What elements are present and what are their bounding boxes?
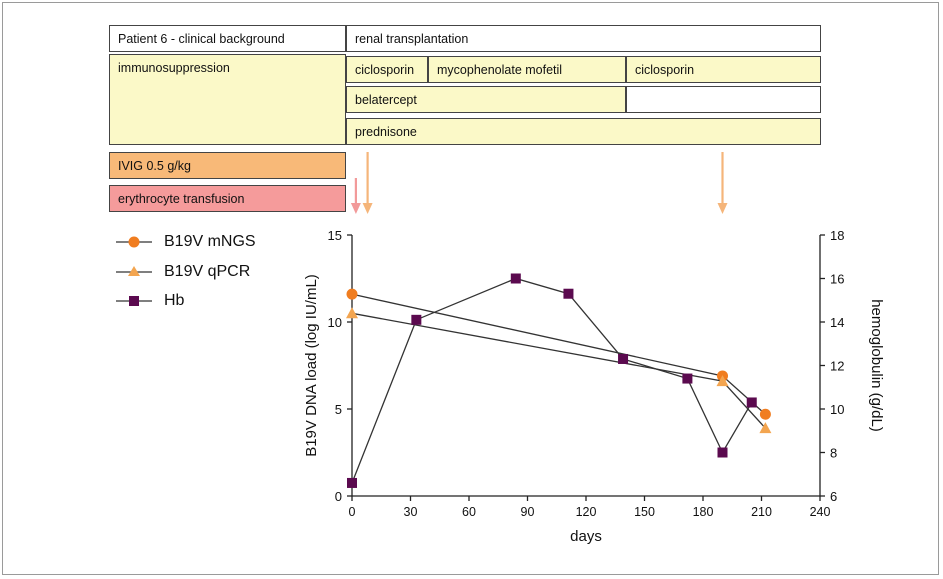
data-point-hb — [618, 353, 629, 364]
y-tick-label-right: 14 — [830, 315, 844, 330]
legend-label-hb: Hb — [164, 292, 185, 309]
x-tick-label: 120 — [576, 505, 597, 519]
y-tick-label-right: 18 — [830, 228, 844, 243]
data-point-hb — [717, 447, 728, 458]
x-tick-label: 210 — [751, 505, 772, 519]
data-point-b19v-mngs — [759, 408, 771, 420]
y-tick-label-right: 10 — [830, 402, 844, 417]
drug-ciclosporin-1: ciclosporin — [346, 56, 428, 83]
data-point-b19v-qpcr — [346, 307, 358, 319]
y-axis-left-title: B19V DNA load (log IU/mL) — [303, 274, 320, 457]
data-point-b19v-qpcr — [759, 422, 772, 434]
x-tick-label: 0 — [349, 505, 356, 519]
legend-marker-triangle-icon — [116, 266, 152, 276]
legend-item-qpcr: B19V qPCR — [114, 263, 250, 281]
y-tick-label-right: 8 — [830, 446, 837, 461]
x-tick-label: 180 — [693, 505, 714, 519]
transfusion-arrow-head — [350, 203, 361, 214]
legend-item-mngs: B19V mNGS — [114, 233, 256, 251]
legend-marker-square-icon — [116, 296, 152, 306]
drug-belatercept: belatercept — [346, 86, 626, 113]
x-tick-label: 240 — [810, 505, 831, 519]
data-point-hb — [510, 273, 521, 284]
table-header-value: renal transplantation — [346, 25, 821, 52]
y-tick-label-right: 16 — [830, 272, 844, 287]
series-line-b19v-mngs — [351, 293, 766, 415]
x-axis-title: days — [570, 528, 602, 545]
y-tick-label-right: 12 — [830, 359, 844, 374]
x-tick-label: 60 — [462, 505, 476, 519]
y-tick-label-left: 0 — [335, 489, 342, 504]
data-point-hb — [411, 314, 422, 325]
legend-label-qpcr: B19V qPCR — [164, 263, 251, 280]
y-axis-right-title: hemoglobulin (g/dL) — [868, 299, 885, 432]
x-tick-label: 30 — [404, 505, 418, 519]
y-tick-label-left: 5 — [335, 402, 342, 417]
drug-ciclosporin-2: ciclosporin — [626, 56, 821, 83]
x-tick-label: 150 — [634, 505, 655, 519]
x-tick-label: 90 — [521, 505, 535, 519]
ivig-arrow-head — [362, 203, 373, 214]
immunosuppression-label: immunosuppression — [109, 54, 346, 145]
y-tick-label-left: 15 — [328, 228, 342, 243]
y-tick-label-right: 6 — [830, 489, 837, 504]
legend-marker-circle-icon — [116, 236, 152, 248]
transfusion-label: erythrocyte transfusion — [109, 185, 346, 212]
drug-prednisone: prednisone — [346, 118, 821, 145]
data-point-hb — [347, 477, 357, 488]
ivig-arrow-head — [717, 203, 728, 214]
data-point-hb — [682, 373, 693, 384]
table-header-label: Patient 6 - clinical background — [109, 25, 346, 52]
series-line-hb — [351, 277, 753, 484]
y-tick-label-left: 10 — [328, 315, 342, 330]
ivig-label: IVIG 0.5 g/kg — [109, 152, 346, 179]
data-point-b19v-qpcr — [716, 375, 729, 387]
drug-mycophenolate: mycophenolate mofetil — [428, 56, 626, 83]
data-point-hb — [563, 288, 574, 299]
data-point-hb — [746, 397, 757, 408]
drug-empty-cell — [626, 86, 821, 113]
legend-label-mngs: B19V mNGS — [164, 233, 256, 250]
legend-item-hb: Hb — [114, 292, 184, 310]
data-point-b19v-mngs — [346, 288, 358, 300]
